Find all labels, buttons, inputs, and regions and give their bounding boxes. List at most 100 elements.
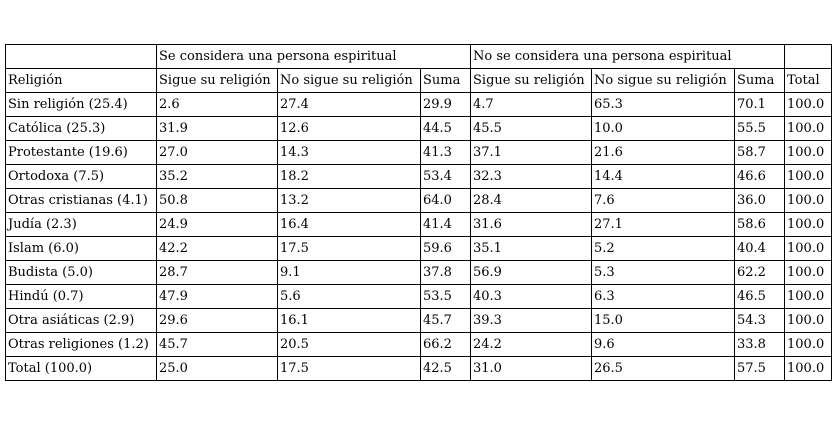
value-cell: 42.5 — [420, 356, 471, 381]
value-cell: 39.3 — [470, 308, 592, 333]
value-cell: 100.0 — [784, 308, 832, 333]
value-cell: 41.4 — [420, 212, 471, 237]
table-row: Otras cristianas (4.1) 50.8 13.2 64.0 28.4 7.… — [5, 188, 832, 213]
value-cell: 4.7 — [470, 92, 592, 117]
value-cell: 9.1 — [277, 260, 421, 285]
value-cell: 5.6 — [277, 284, 421, 309]
group-header-row: Se considera una persona espiritual No s… — [5, 44, 832, 69]
column-header: Suma — [734, 68, 785, 93]
value-cell: 24.9 — [156, 212, 278, 237]
table-row: Otra asiáticas (2.9) 29.6 16.1 45.7 39.3 15.0… — [5, 308, 832, 333]
value-cell: 100.0 — [784, 356, 832, 381]
value-cell: 5.3 — [591, 260, 735, 285]
value-cell: 55.5 — [734, 116, 785, 141]
value-cell: 28.4 — [470, 188, 592, 213]
value-cell: 24.2 — [470, 332, 592, 357]
value-cell: 10.0 — [591, 116, 735, 141]
table-row: Católica (25.3) 31.9 12.6 44.5 45.5 10.0 55.5 1… — [5, 116, 832, 141]
value-cell: 100.0 — [784, 284, 832, 309]
row-label-cell: Católica (25.3) — [5, 116, 157, 141]
value-cell: 28.7 — [156, 260, 278, 285]
value-cell: 40.3 — [470, 284, 592, 309]
value-cell: 13.2 — [277, 188, 421, 213]
row-label-cell: Ortodoxa (7.5) — [5, 164, 157, 189]
table-row: Budista (5.0) 28.7 9.1 37.8 56.9 5.3 62.2 100.0 — [5, 260, 832, 285]
value-cell: 58.6 — [734, 212, 785, 237]
value-cell: 15.0 — [591, 308, 735, 333]
table-row: Total (100.0) 25.0 17.5 42.5 31.0 26.5 57.5 100… — [5, 356, 832, 381]
value-cell: 53.5 — [420, 284, 471, 309]
value-cell: 27.4 — [277, 92, 421, 117]
value-cell: 5.2 — [591, 236, 735, 261]
table-row: Protestante (19.6) 27.0 14.3 41.3 37.1 21.6 58… — [5, 140, 832, 165]
table-row: Ortodoxa (7.5) 35.2 18.2 53.4 32.3 14.4 46.6 10… — [5, 164, 832, 189]
column-header: Sigue su religión — [156, 68, 278, 93]
value-cell: 100.0 — [784, 260, 832, 285]
row-label-cell: Otras cristianas (4.1) — [5, 188, 157, 213]
value-cell: 100.0 — [784, 140, 832, 165]
row-label-cell: Islam (6.0) — [5, 236, 157, 261]
value-cell: 7.6 — [591, 188, 735, 213]
column-header: Total — [784, 68, 832, 93]
value-cell: 2.6 — [156, 92, 278, 117]
column-header: Religión — [5, 68, 157, 93]
value-cell: 12.6 — [277, 116, 421, 141]
value-cell: 45.7 — [156, 332, 278, 357]
table-row: Judía (2.3) 24.9 16.4 41.4 31.6 27.1 58.6 100.0 — [5, 212, 832, 237]
value-cell: 37.1 — [470, 140, 592, 165]
column-header: Suma — [420, 68, 471, 93]
value-cell: 46.5 — [734, 284, 785, 309]
religion-spirituality-table: Se considera una persona espiritual No s… — [5, 44, 832, 381]
column-header: Sigue su religión — [470, 68, 592, 93]
value-cell: 53.4 — [420, 164, 471, 189]
row-label-cell: Sin religión (25.4) — [5, 92, 157, 117]
value-cell: 14.4 — [591, 164, 735, 189]
value-cell: 58.7 — [734, 140, 785, 165]
value-cell: 56.9 — [470, 260, 592, 285]
value-cell: 59.6 — [420, 236, 471, 261]
value-cell: 42.2 — [156, 236, 278, 261]
value-cell: 44.5 — [420, 116, 471, 141]
value-cell: 100.0 — [784, 236, 832, 261]
group-header-spiritual: Se considera una persona espiritual — [156, 44, 471, 69]
column-header-row: Religión Sigue su religión No sigue su r… — [5, 68, 832, 93]
value-cell: 100.0 — [784, 116, 832, 141]
value-cell: 54.3 — [734, 308, 785, 333]
value-cell: 45.5 — [470, 116, 592, 141]
table-row: Otras religiones (1.2) 45.7 20.5 66.2 24.2 9.… — [5, 332, 832, 357]
value-cell: 40.4 — [734, 236, 785, 261]
column-header: No sigue su religión — [591, 68, 735, 93]
value-cell: 100.0 — [784, 332, 832, 357]
value-cell: 64.0 — [420, 188, 471, 213]
value-cell: 29.6 — [156, 308, 278, 333]
value-cell: 100.0 — [784, 212, 832, 237]
value-cell: 50.8 — [156, 188, 278, 213]
value-cell: 70.1 — [734, 92, 785, 117]
value-cell: 35.1 — [470, 236, 592, 261]
group-header-not-spiritual: No se considera una persona espiritual — [470, 44, 785, 69]
value-cell: 17.5 — [277, 356, 421, 381]
value-cell: 32.3 — [470, 164, 592, 189]
value-cell: 16.4 — [277, 212, 421, 237]
value-cell: 46.6 — [734, 164, 785, 189]
table-row: Hindú (0.7) 47.9 5.6 53.5 40.3 6.3 46.5 100.0 — [5, 284, 832, 309]
value-cell: 65.3 — [591, 92, 735, 117]
value-cell: 37.8 — [420, 260, 471, 285]
empty-total-cell — [784, 44, 832, 69]
value-cell: 100.0 — [784, 188, 832, 213]
row-label-cell: Hindú (0.7) — [5, 284, 157, 309]
table-row: Sin religión (25.4) 2.6 27.4 29.9 4.7 65.3 70.… — [5, 92, 832, 117]
value-cell: 16.1 — [277, 308, 421, 333]
value-cell: 36.0 — [734, 188, 785, 213]
value-cell: 25.0 — [156, 356, 278, 381]
value-cell: 57.5 — [734, 356, 785, 381]
value-cell: 66.2 — [420, 332, 471, 357]
empty-corner-cell — [5, 44, 157, 69]
value-cell: 27.1 — [591, 212, 735, 237]
value-cell: 62.2 — [734, 260, 785, 285]
row-label-cell: Otra asiáticas (2.9) — [5, 308, 157, 333]
value-cell: 20.5 — [277, 332, 421, 357]
value-cell: 26.5 — [591, 356, 735, 381]
value-cell: 100.0 — [784, 164, 832, 189]
value-cell: 41.3 — [420, 140, 471, 165]
